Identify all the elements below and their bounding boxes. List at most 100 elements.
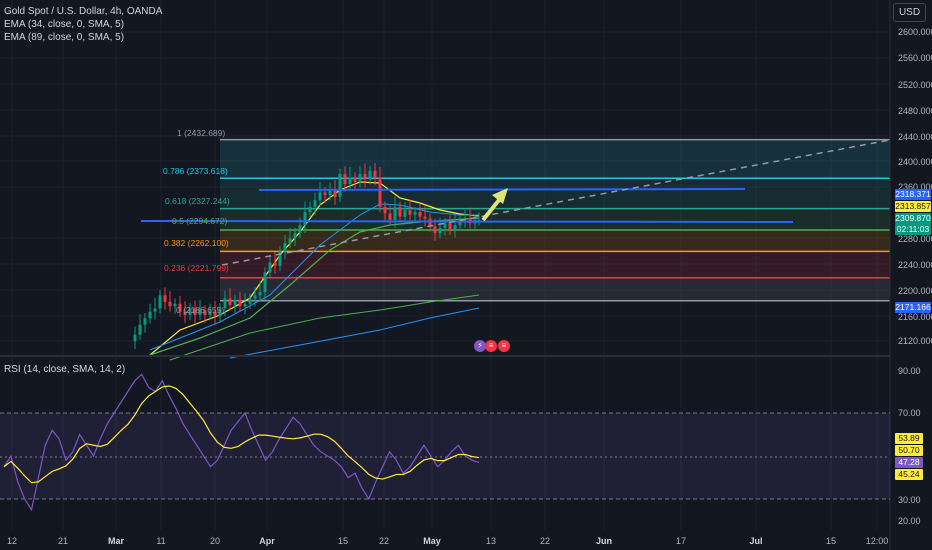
fib-zone <box>220 229 890 252</box>
fib-zone <box>220 251 890 278</box>
rsi-legend[interactable]: RSI (14, close, SMA, 14, 2) <box>4 364 126 375</box>
candle-body <box>308 206 312 213</box>
candle-body <box>353 177 357 182</box>
price-tick: 2560.000 <box>898 53 932 63</box>
currency-button[interactable]: USD <box>893 3 926 22</box>
fib-label-0786: 0.786 (2373.618) <box>163 166 228 176</box>
price-tick: 2440.000 <box>898 132 932 142</box>
candle-body <box>163 295 167 302</box>
price-tick: 2160.000 <box>898 312 932 322</box>
candle-body <box>233 299 237 306</box>
date-tick: 20 <box>209 536 221 546</box>
date-tick: Apr <box>259 536 275 546</box>
price-tick: 2200.000 <box>898 286 932 296</box>
candle-body <box>208 311 212 315</box>
candle-body <box>333 190 337 198</box>
drawings[interactable] <box>140 139 891 266</box>
candle-body <box>138 324 142 335</box>
chart-grid <box>0 0 890 530</box>
candle-body <box>153 308 157 312</box>
trend-line-dashed <box>221 139 891 266</box>
candle-body <box>477 219 481 221</box>
candle-body <box>433 226 437 234</box>
date-tick: May <box>423 536 441 546</box>
price-tag-resistance: 2318.371 <box>895 189 931 200</box>
ema-long-line <box>169 294 480 361</box>
candle-body <box>143 318 147 325</box>
price-tag-ema34: 2313.857 <box>895 201 931 212</box>
fib-zone <box>220 139 890 179</box>
symbol-legend[interactable]: Gold Spot / U.S. Dollar, 4h, OANDA <box>4 6 163 17</box>
candle-body <box>328 190 332 196</box>
candle-body <box>258 292 262 296</box>
fib-zone <box>220 277 890 301</box>
date-tick: Jul <box>749 536 763 546</box>
candle-body <box>263 272 267 292</box>
candle-body <box>248 298 252 304</box>
candle-body <box>273 262 277 266</box>
candle-body <box>373 170 377 178</box>
candle-body <box>398 206 402 217</box>
candle-body <box>193 308 197 315</box>
rsi-tag-current: 47.28 <box>895 457 923 468</box>
candle-body <box>363 174 367 180</box>
date-tick: Mar <box>107 536 125 546</box>
candle-body <box>453 225 457 230</box>
support-line <box>140 220 794 223</box>
candle-body <box>223 298 227 309</box>
candle-body <box>183 311 187 315</box>
candle-body <box>438 227 442 234</box>
date-tick: 12:00 <box>865 536 889 546</box>
candle-body <box>178 303 182 312</box>
candle-body <box>133 334 137 342</box>
rsi-tag: 50.70 <box>895 445 923 456</box>
date-tick: 15 <box>825 536 837 546</box>
candle-body <box>318 192 322 201</box>
lightning-icon[interactable]: ⚡ <box>474 340 486 352</box>
candle-body <box>378 177 382 207</box>
candle-body <box>303 212 307 226</box>
date-tick: 22 <box>539 536 551 546</box>
price-tick: 2240.000 <box>898 260 932 270</box>
date-tick: 13 <box>485 536 497 546</box>
candle-body <box>173 303 177 307</box>
us-flag-icon[interactable]: ≡ <box>485 340 497 352</box>
price-tag-ema-blue: 2171.166 <box>895 302 931 313</box>
price-tick: 2120.000 <box>898 336 932 346</box>
candle-body <box>358 174 362 182</box>
candle-body <box>338 174 342 198</box>
price-tick: 2360.000 <box>898 182 932 192</box>
candle-body <box>228 298 232 306</box>
price-tick: 2400.000 <box>898 157 932 167</box>
candle-body <box>243 303 247 307</box>
fib-label-0618: 0.618 (2327.244) <box>165 196 230 206</box>
ema-longest-line <box>229 307 480 359</box>
fib-zone <box>220 208 890 230</box>
resistance-line <box>258 188 746 191</box>
fib-zone <box>220 178 890 209</box>
date-tick: 21 <box>57 536 69 546</box>
fib-label-05: 0.5 (2294.672) <box>172 216 228 226</box>
us-flag-icon[interactable]: ≡ <box>498 340 510 352</box>
fib-label-0382: 0.382 (2262.100) <box>164 238 229 248</box>
date-tick: 15 <box>337 536 349 546</box>
date-tick: 17 <box>675 536 687 546</box>
price-tick: 2520.000 <box>898 80 932 90</box>
price-tick: 2280.000 <box>898 234 932 244</box>
candle-body <box>443 223 447 228</box>
ema89-legend[interactable]: EMA (89, close, 0, SMA, 5) <box>4 32 125 43</box>
ema34-legend[interactable]: EMA (34, close, 0, SMA, 5) <box>4 19 125 30</box>
fib-label-0236: 0.236 (2221.799) <box>164 263 229 273</box>
candle-body <box>188 308 192 315</box>
fib-retracement[interactable] <box>220 138 890 302</box>
price-tick: 2480.000 <box>898 106 932 116</box>
arrow-head-icon <box>492 188 508 204</box>
candle-body <box>213 311 217 317</box>
candle-body <box>298 225 302 234</box>
candle-body <box>283 242 287 252</box>
price-tag-current: 2309.870 <box>895 213 931 224</box>
date-tick: 22 <box>378 536 390 546</box>
rsi-band <box>0 413 890 499</box>
candle-body <box>423 216 427 219</box>
